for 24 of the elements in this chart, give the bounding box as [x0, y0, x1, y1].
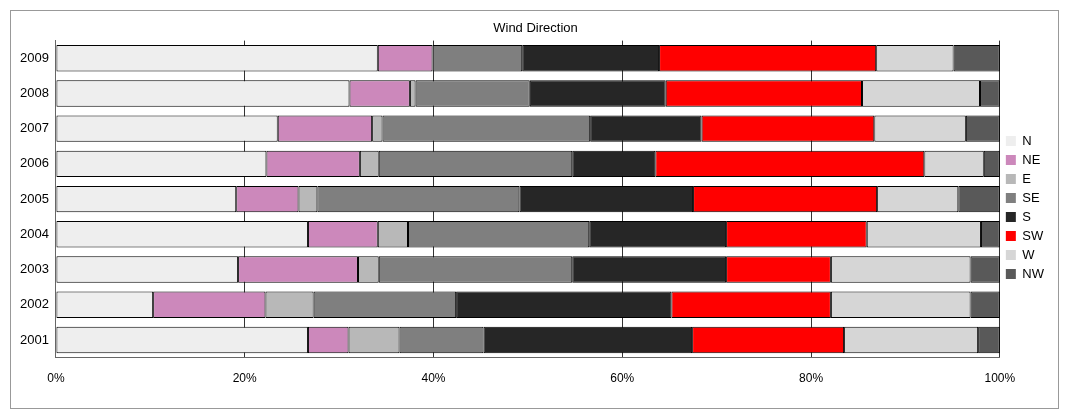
legend-label: E	[1022, 170, 1032, 186]
legend-label: NW	[1022, 265, 1045, 281]
x-tick-label: 20%	[232, 371, 258, 386]
y-tick-label: 2005	[20, 190, 49, 206]
y-tick-label: 2002	[20, 296, 49, 312]
legend-label: S	[1022, 208, 1032, 224]
y-tick-label: 2009	[20, 49, 49, 65]
legend-label: SW	[1022, 227, 1045, 243]
y-tick-label: 2001	[20, 331, 49, 347]
y-tick-label: 2006	[20, 155, 49, 171]
x-tick-label: 40%	[421, 371, 446, 386]
y-tick-label: 2007	[20, 120, 49, 136]
legend-label: W	[1022, 246, 1036, 262]
x-tick-label: 0%	[47, 371, 65, 386]
x-tick-label: 60%	[610, 371, 635, 386]
legend-label: N	[1022, 132, 1032, 148]
legend-label: NE	[1022, 151, 1041, 167]
chart-title: Wind Direction	[493, 20, 578, 36]
y-tick-label: 2008	[20, 85, 49, 101]
y-tick-label: 2003	[20, 261, 49, 277]
x-tick-label: 100%	[984, 371, 1016, 386]
legend-label: SE	[1022, 189, 1041, 205]
x-tick-label: 80%	[799, 371, 824, 386]
y-tick-label: 2004	[20, 225, 49, 241]
